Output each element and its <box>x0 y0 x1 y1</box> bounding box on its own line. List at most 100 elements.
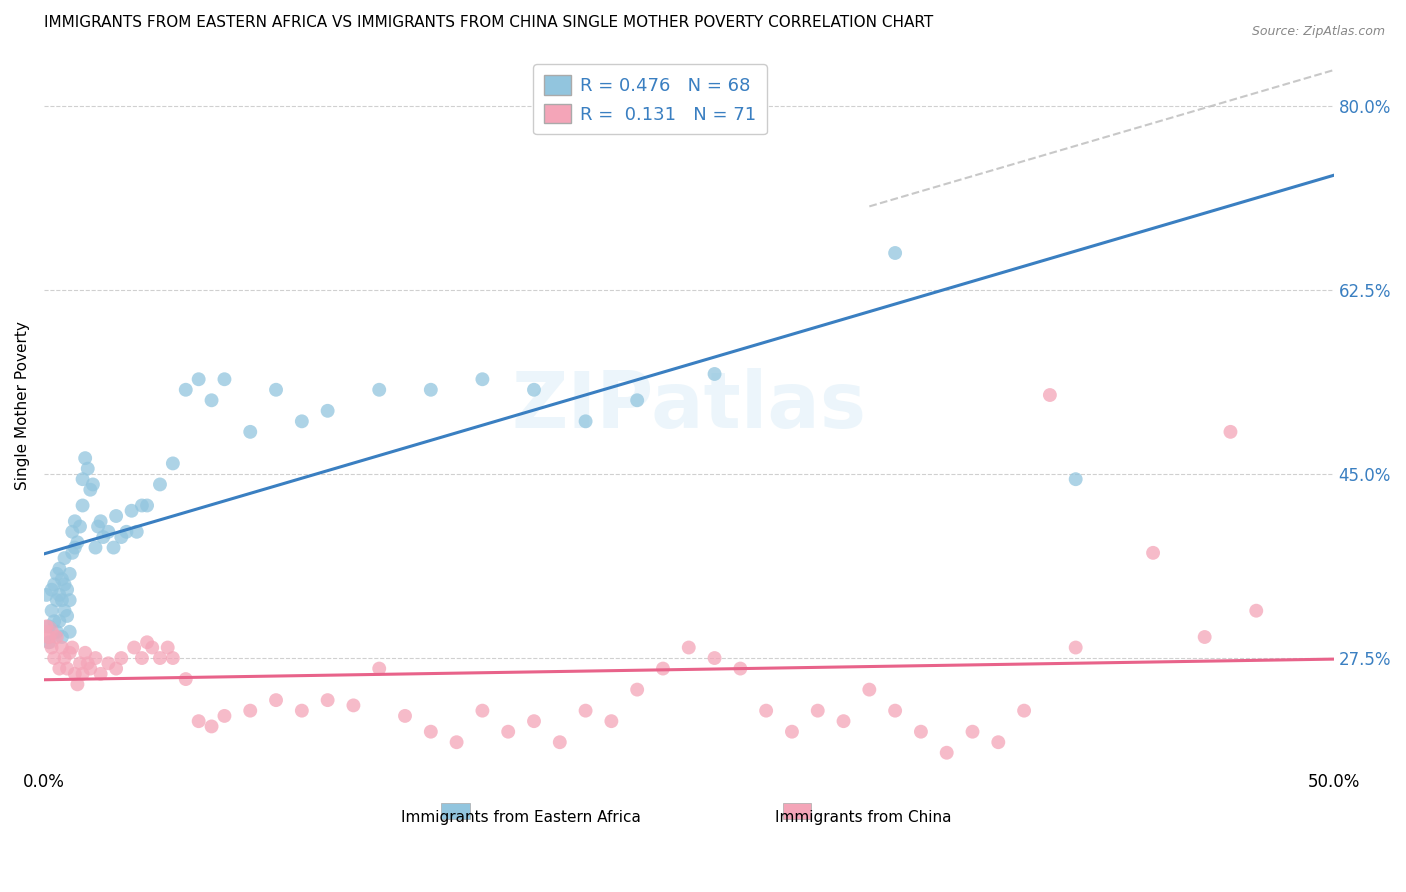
Point <box>264 383 287 397</box>
Point <box>53 651 76 665</box>
Point <box>962 724 984 739</box>
Point <box>884 246 907 260</box>
Point <box>214 372 236 386</box>
Point <box>214 709 236 723</box>
Point <box>72 666 94 681</box>
Point <box>91 530 114 544</box>
Point <box>59 566 82 581</box>
Point <box>51 640 73 655</box>
Point <box>858 682 880 697</box>
Point <box>935 746 957 760</box>
FancyBboxPatch shape <box>783 804 811 819</box>
FancyBboxPatch shape <box>441 804 470 819</box>
Point <box>76 657 98 671</box>
Point <box>678 640 700 655</box>
Point <box>45 593 67 607</box>
Point <box>131 499 153 513</box>
Point <box>200 393 222 408</box>
Point <box>316 693 339 707</box>
Point <box>136 635 159 649</box>
Point <box>35 619 58 633</box>
Point <box>419 724 441 739</box>
Point <box>48 614 70 628</box>
Point <box>66 535 89 549</box>
Text: IMMIGRANTS FROM EASTERN AFRICA VS IMMIGRANTS FROM CHINA SINGLE MOTHER POVERTY CO: IMMIGRANTS FROM EASTERN AFRICA VS IMMIGR… <box>44 15 934 30</box>
Point <box>35 624 58 639</box>
Point <box>84 651 107 665</box>
Point <box>110 651 132 665</box>
Point <box>53 604 76 618</box>
Point <box>90 666 112 681</box>
Point <box>53 577 76 591</box>
Point <box>156 640 179 655</box>
Point <box>342 698 364 713</box>
Point <box>59 593 82 607</box>
Point <box>97 524 120 539</box>
Point <box>730 662 752 676</box>
Point <box>51 630 73 644</box>
Point <box>1039 388 1062 402</box>
Point <box>174 672 197 686</box>
Point <box>703 367 725 381</box>
Point <box>600 714 623 728</box>
Point <box>548 735 571 749</box>
Point <box>38 630 60 644</box>
Point <box>807 704 830 718</box>
Point <box>162 457 184 471</box>
Point <box>48 561 70 575</box>
Point <box>626 682 648 697</box>
Point <box>910 724 932 739</box>
Point <box>1064 640 1087 655</box>
Point <box>63 514 86 528</box>
Y-axis label: Single Mother Poverty: Single Mother Poverty <box>15 321 30 490</box>
Point <box>45 566 67 581</box>
Point <box>82 477 104 491</box>
Point <box>44 614 66 628</box>
Point <box>75 646 97 660</box>
Point <box>523 383 546 397</box>
Point <box>45 630 67 644</box>
Point <box>38 630 60 644</box>
Point <box>59 646 82 660</box>
Point <box>987 735 1010 749</box>
Point <box>103 541 125 555</box>
Point <box>652 662 675 676</box>
Point <box>446 735 468 749</box>
Point <box>63 666 86 681</box>
Point <box>471 704 494 718</box>
Point <box>523 714 546 728</box>
Point <box>38 635 60 649</box>
Point <box>149 651 172 665</box>
Point <box>79 483 101 497</box>
Point <box>626 393 648 408</box>
Point <box>76 461 98 475</box>
Point <box>60 546 83 560</box>
Text: Immigrants from Eastern Africa: Immigrants from Eastern Africa <box>401 810 641 825</box>
Point <box>149 477 172 491</box>
Point <box>48 588 70 602</box>
Point <box>291 704 314 718</box>
Point <box>48 662 70 676</box>
Point <box>69 657 91 671</box>
Point <box>1064 472 1087 486</box>
Point <box>755 704 778 718</box>
Point <box>105 662 128 676</box>
Point <box>121 504 143 518</box>
Point <box>45 624 67 639</box>
Point <box>41 640 63 655</box>
Point <box>72 499 94 513</box>
Point <box>1142 546 1164 560</box>
Point <box>79 662 101 676</box>
Point <box>131 651 153 665</box>
Legend: R = 0.476   N = 68, R =  0.131   N = 71: R = 0.476 N = 68, R = 0.131 N = 71 <box>533 64 768 135</box>
Point <box>75 451 97 466</box>
Point <box>264 693 287 707</box>
Point <box>60 524 83 539</box>
Point <box>1194 630 1216 644</box>
Point <box>187 372 209 386</box>
Point <box>72 472 94 486</box>
Point <box>496 724 519 739</box>
Text: Source: ZipAtlas.com: Source: ZipAtlas.com <box>1251 25 1385 38</box>
Point <box>703 651 725 665</box>
Point <box>316 404 339 418</box>
